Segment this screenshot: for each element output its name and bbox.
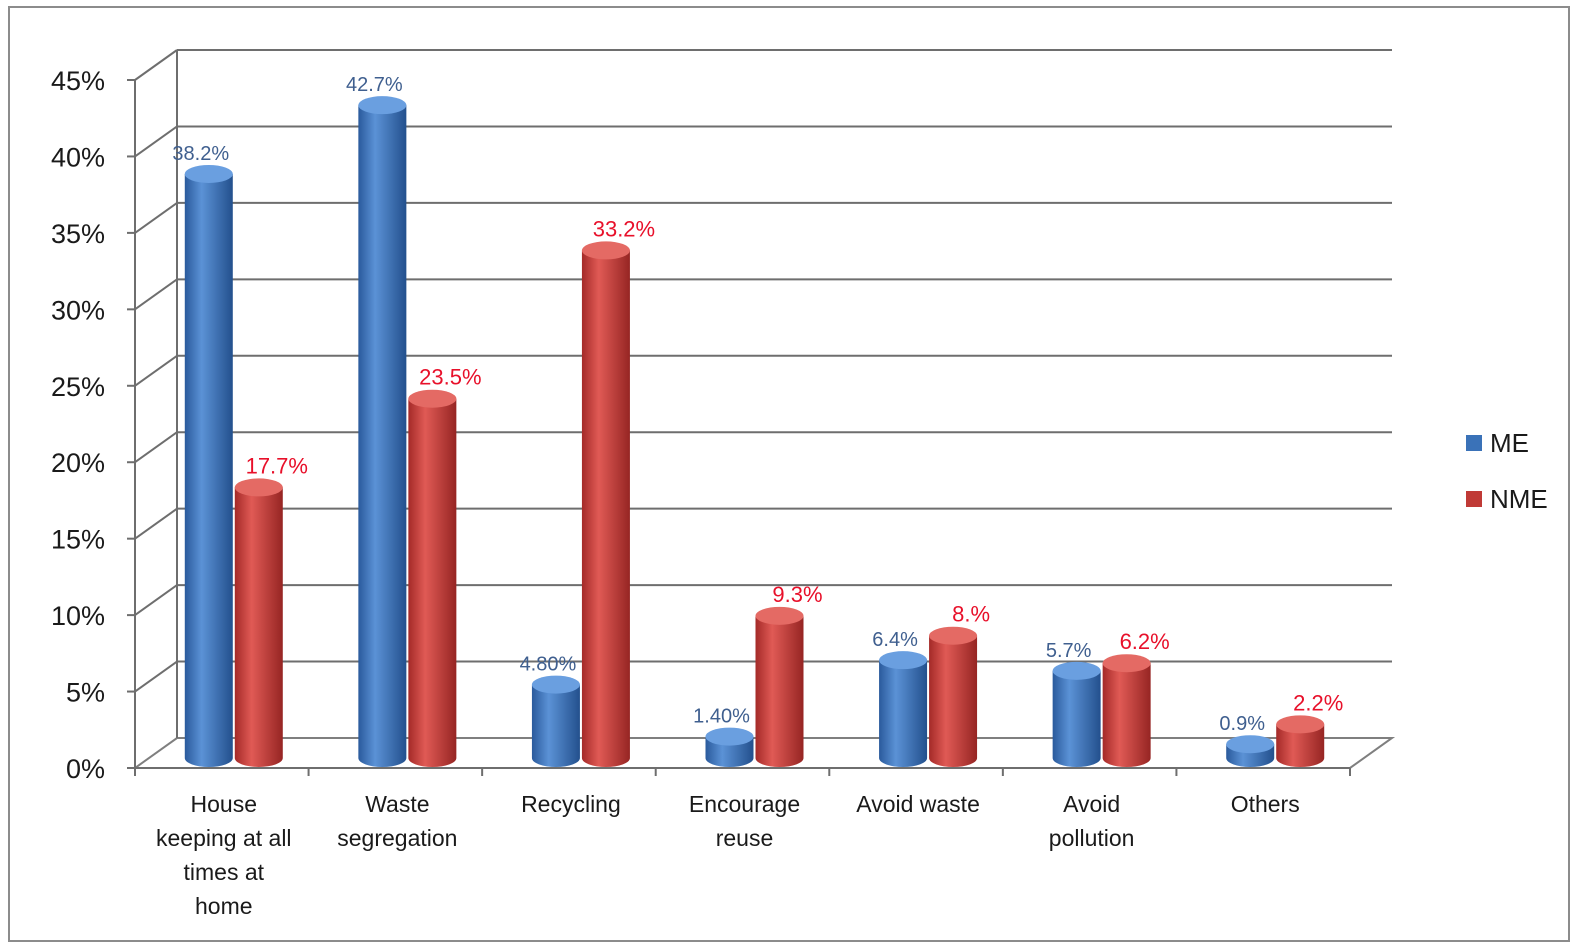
bar-body bbox=[531, 684, 580, 767]
y-tick-label: 30% bbox=[51, 295, 105, 325]
bar-top bbox=[234, 478, 283, 497]
legend: ME NME bbox=[1466, 428, 1548, 514]
legend-swatch-me bbox=[1466, 435, 1482, 451]
gridline-depth bbox=[134, 125, 178, 158]
y-tick-label: 20% bbox=[51, 448, 105, 478]
category-label: Waste segregation bbox=[337, 791, 457, 851]
category-label: Recycling bbox=[521, 791, 621, 817]
category-label: Avoid pollution bbox=[1049, 791, 1135, 851]
gridline-depth bbox=[134, 431, 178, 464]
bar-body bbox=[879, 660, 928, 767]
bar-top bbox=[879, 651, 928, 670]
legend-label-nme: NME bbox=[1490, 484, 1548, 514]
y-tick-label: 25% bbox=[51, 372, 105, 402]
category-label: Avoid waste bbox=[856, 791, 980, 817]
bar-top bbox=[755, 606, 804, 625]
y-tick-label: 5% bbox=[66, 678, 105, 708]
bar-top bbox=[358, 96, 407, 115]
value-label-me: 42.7% bbox=[346, 74, 403, 96]
y-tick-label: 45% bbox=[51, 66, 105, 96]
bar-body bbox=[1052, 670, 1101, 767]
value-label-me: 0.9% bbox=[1219, 713, 1265, 735]
bars-layer bbox=[184, 96, 1325, 768]
bar-body bbox=[755, 615, 804, 767]
gridline-depth bbox=[134, 202, 178, 234]
bar-me-4 bbox=[879, 651, 928, 767]
value-label-nme: 8.% bbox=[952, 602, 990, 627]
bar-me-3 bbox=[705, 727, 754, 767]
value-label-nme: 2.2% bbox=[1293, 690, 1343, 715]
gridline-depth bbox=[134, 354, 178, 387]
bar-body bbox=[184, 173, 233, 767]
bar-nme-0 bbox=[234, 478, 283, 767]
value-label-nme: 17.7% bbox=[246, 453, 308, 478]
bar-top bbox=[581, 241, 630, 260]
axis-layer: 0% 5% 10% 15% 20% 25% 30% 35% 40% 45% bbox=[51, 50, 1351, 784]
bar-body bbox=[1276, 724, 1325, 767]
bar-top bbox=[531, 675, 580, 694]
y-tick-label: 10% bbox=[51, 601, 105, 631]
value-label-me: 38.2% bbox=[172, 143, 229, 165]
bar-nme-1 bbox=[408, 389, 457, 767]
bar-top bbox=[705, 727, 754, 746]
value-label-me: 6.4% bbox=[872, 629, 918, 651]
y-tick-label: 0% bbox=[66, 754, 105, 784]
bar-me-6 bbox=[1226, 735, 1275, 767]
gridline-depth bbox=[134, 660, 178, 693]
bar-nme-2 bbox=[581, 241, 630, 768]
y-tick-label: 40% bbox=[51, 142, 105, 172]
gridline-depth bbox=[134, 584, 178, 616]
bar-top bbox=[1226, 735, 1275, 754]
bar-nme-6 bbox=[1276, 715, 1325, 767]
value-label-nme: 9.3% bbox=[772, 582, 822, 607]
bar-body bbox=[408, 398, 457, 767]
gridline-depth bbox=[134, 507, 178, 540]
bar-top bbox=[184, 164, 233, 183]
bar-nme-3 bbox=[755, 606, 804, 767]
legend-swatch-nme bbox=[1466, 491, 1482, 507]
value-label-nme: 23.5% bbox=[419, 365, 481, 390]
bar-top bbox=[1102, 654, 1151, 673]
value-label-nme: 6.2% bbox=[1120, 629, 1170, 654]
legend-label-me: ME bbox=[1490, 428, 1529, 458]
bar-me-5 bbox=[1052, 661, 1101, 767]
bar-me-1 bbox=[358, 96, 407, 768]
value-label-nme: 33.2% bbox=[593, 216, 655, 241]
bar-nme-4 bbox=[929, 626, 978, 767]
labels-layer: 38.2% 17.7% House keeping at all times at hom… bbox=[156, 74, 1343, 919]
bar-me-2 bbox=[531, 675, 580, 767]
bar-top bbox=[929, 626, 978, 645]
category-label: Encourage reuse bbox=[689, 791, 800, 851]
bar-nme-5 bbox=[1102, 654, 1151, 767]
y-tick-label: 15% bbox=[51, 525, 105, 555]
value-label-me: 1.40% bbox=[693, 706, 750, 728]
bar-body bbox=[1102, 663, 1151, 767]
category-label: Others bbox=[1231, 791, 1300, 817]
bar-top bbox=[1276, 715, 1325, 734]
category-label: House keeping at all times at home bbox=[156, 791, 292, 919]
bar-body bbox=[929, 635, 978, 767]
y-tick-label: 35% bbox=[51, 219, 105, 249]
bar-body bbox=[358, 105, 407, 768]
bar-top bbox=[408, 389, 457, 408]
chart-frame bbox=[8, 6, 1570, 942]
bar-top bbox=[1052, 661, 1101, 680]
value-label-me: 5.7% bbox=[1046, 640, 1092, 662]
bar-body bbox=[234, 487, 283, 767]
gridline-depth bbox=[134, 49, 178, 81]
bar-body bbox=[581, 250, 630, 768]
value-label-me: 4.80% bbox=[520, 654, 577, 676]
gridline-depth bbox=[134, 278, 178, 311]
bar-me-0 bbox=[184, 164, 233, 767]
